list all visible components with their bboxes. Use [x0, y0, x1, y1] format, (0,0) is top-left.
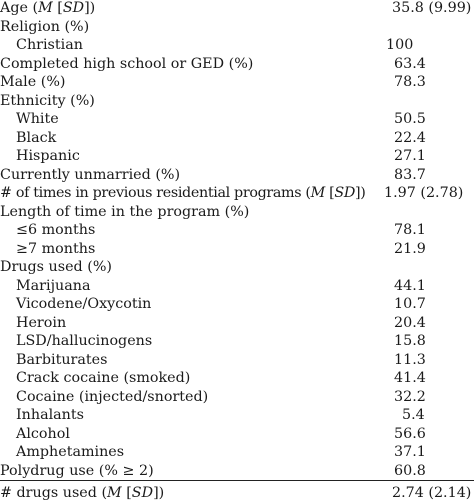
table-row-polydrug: Polydrug use (% ≥ 2) 60.8 — [0, 461, 474, 481]
table-divider — [0, 480, 474, 481]
row-value: 2.74 (2.14) — [392, 485, 472, 501]
row-label: Vicodene/Oxycotin — [16, 296, 152, 312]
row-value: 56.6 — [394, 425, 426, 442]
table-row-prev-programs: # of times in previous residential progr… — [0, 183, 474, 203]
row-label: White — [16, 111, 59, 127]
row-value: 32.2 — [394, 388, 426, 405]
row-value: 37.1 — [394, 444, 426, 460]
row-label: Crack cocaine (smoked) — [16, 370, 191, 386]
table-row-drug-count: # drugs used (M [SD]) 2.74 (2.14) — [0, 483, 474, 503]
row-label: Inhalants — [16, 407, 84, 423]
table-row-cocaine: Cocaine (injected/snorted) 32.2 — [0, 387, 474, 407]
table-row-le-6-months: ≤6 months 78.1 — [0, 220, 474, 240]
row-value: 1.97 (2.78) — [384, 185, 464, 201]
row-label: Christian — [16, 37, 83, 53]
table-row-white: White 50.5 — [0, 109, 474, 129]
table-row-heroin: Heroin 20.4 — [0, 313, 474, 333]
table-row-hispanic: Hispanic 27.1 — [0, 146, 474, 166]
row-value: 44.1 — [394, 277, 426, 294]
row-value: 11.3 — [394, 351, 426, 368]
row-label: Hispanic — [16, 148, 80, 164]
table-row-christian: Christian 100 — [0, 35, 474, 55]
row-label: Completed high school or GED (%) — [0, 55, 254, 72]
table-row-vicodene: Vicodene/Oxycotin 10.7 — [0, 294, 474, 314]
table-row-crack: Crack cocaine (smoked) 41.4 — [0, 368, 474, 388]
row-value: 100 — [386, 37, 414, 53]
table-row-amphetamines: Amphetamines 37.1 — [0, 442, 474, 462]
row-label: Black — [16, 129, 57, 146]
row-value: 35.8 (9.99) — [392, 0, 472, 16]
row-label: Drugs used (%) — [0, 259, 112, 275]
table-row-inhalants: Inhalants 5.4 — [0, 405, 474, 425]
row-label: # of times in previous residential progr… — [0, 185, 366, 201]
row-label: ≥7 months — [16, 240, 96, 257]
row-label: Length of time in the program (%) — [0, 203, 250, 220]
table-row-male: Male (%) 78.3 — [0, 72, 474, 92]
row-value: 63.4 — [394, 55, 426, 72]
row-label: # drugs used (M [SD]) — [0, 485, 165, 501]
row-label: Male (%) — [0, 74, 66, 90]
row-label: Barbiturates — [16, 351, 108, 368]
row-label: Cocaine (injected/snorted) — [16, 388, 209, 405]
row-value: 15.8 — [394, 333, 426, 349]
row-value: 41.4 — [394, 370, 426, 386]
row-label: Alcohol — [16, 425, 70, 442]
row-value: 5.4 — [402, 407, 425, 423]
row-label: LSD/hallucinogens — [16, 333, 153, 349]
row-label: Marijuana — [16, 277, 91, 294]
row-value: 22.4 — [394, 129, 426, 146]
row-value: 78.3 — [394, 74, 426, 90]
row-label: Ethnicity (%) — [0, 92, 95, 109]
row-value: 83.7 — [394, 166, 426, 183]
row-value: 21.9 — [394, 240, 426, 257]
row-value: 20.4 — [394, 314, 426, 331]
table-row-marijuana: Marijuana 44.1 — [0, 276, 474, 296]
table-row-high-school: Completed high school or GED (%) 63.4 — [0, 54, 474, 74]
row-value: 27.1 — [394, 148, 426, 164]
table-row-length-time: Length of time in the program (%) — [0, 202, 474, 222]
table-row-age: Age (M [SD]) 35.8 (9.99) — [0, 0, 474, 18]
row-value: 60.8 — [394, 462, 426, 479]
table-row-ge-7-months: ≥7 months 21.9 — [0, 239, 474, 259]
row-label: Religion (%) — [0, 18, 90, 35]
row-label: Age (M [SD]) — [0, 0, 96, 16]
row-label: ≤6 months — [16, 222, 96, 238]
table-row-ethnicity: Ethnicity (%) — [0, 91, 474, 111]
row-label: Polydrug use (% ≥ 2) — [0, 462, 154, 479]
row-label: Currently unmarried (%) — [0, 166, 181, 183]
row-value: 78.1 — [394, 222, 426, 238]
row-label: Heroin — [16, 314, 67, 331]
table-row-barbiturates: Barbiturates 11.3 — [0, 350, 474, 370]
table-row-lsd: LSD/hallucinogens 15.8 — [0, 331, 474, 351]
row-value: 10.7 — [394, 296, 426, 312]
table-row-religion: Religion (%) — [0, 17, 474, 37]
table-row-drugs-used: Drugs used (%) — [0, 257, 474, 277]
table-row-black: Black 22.4 — [0, 128, 474, 148]
table-row-alcohol: Alcohol 56.6 — [0, 424, 474, 444]
row-label: Amphetamines — [16, 444, 125, 460]
row-value: 50.5 — [394, 111, 426, 127]
table-row-unmarried: Currently unmarried (%) 83.7 — [0, 165, 474, 185]
